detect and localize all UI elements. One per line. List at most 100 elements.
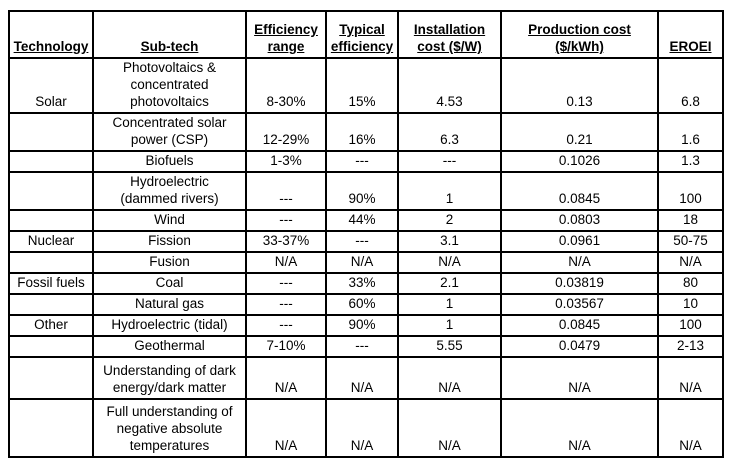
cell-production-cost: 0.03567 <box>500 293 659 316</box>
cell-technology <box>8 150 94 173</box>
table-row: Fusion N/A N/A N/A N/A N/A <box>8 251 724 274</box>
cell-production-cost: N/A <box>500 251 659 274</box>
cell-installation-cost: 2 <box>397 209 502 232</box>
table-row: Geothermal 7-10% --- 5.55 0.0479 2-13 <box>8 335 724 358</box>
cell-typical-efficiency: 60% <box>325 293 399 316</box>
cell-subtech: Geothermal <box>92 335 247 358</box>
table-row: Hydroelectric (dammed rivers) --- 90% 1 … <box>8 171 724 211</box>
cell-installation-cost: 1 <box>397 171 502 211</box>
cell-efficiency-range: --- <box>245 293 327 316</box>
cell-eroei: 1.3 <box>657 150 724 173</box>
cell-eroei: 100 <box>657 314 724 337</box>
cell-technology <box>8 335 94 358</box>
cell-typical-efficiency: 90% <box>325 314 399 337</box>
cell-production-cost: 0.03819 <box>500 272 659 295</box>
cell-installation-cost: 1 <box>397 314 502 337</box>
cell-subtech: Hydroelectric (tidal) <box>92 314 247 337</box>
cell-production-cost: 0.13 <box>500 57 659 114</box>
cell-efficiency-range: N/A <box>245 356 327 400</box>
cell-eroei: 10 <box>657 293 724 316</box>
table-row: Solar Photovoltaics & concentrated photo… <box>8 57 724 114</box>
cell-technology: Fossil fuels <box>8 272 94 295</box>
header-eroei: EROEI <box>657 10 724 59</box>
cell-eroei: 2-13 <box>657 335 724 358</box>
cell-efficiency-range: --- <box>245 314 327 337</box>
cell-installation-cost: N/A <box>397 398 502 458</box>
cell-typical-efficiency: N/A <box>325 398 399 458</box>
cell-efficiency-range: 33-37% <box>245 230 327 253</box>
cell-installation-cost: 2.1 <box>397 272 502 295</box>
cell-installation-cost: --- <box>397 150 502 173</box>
cell-subtech: Natural gas <box>92 293 247 316</box>
cell-typical-efficiency: --- <box>325 335 399 358</box>
cell-eroei: 50-75 <box>657 230 724 253</box>
cell-efficiency-range: --- <box>245 171 327 211</box>
cell-typical-efficiency: --- <box>325 150 399 173</box>
cell-technology: Nuclear <box>8 230 94 253</box>
table-header-row: Technology Sub-tech Efficiency range Typ… <box>8 10 724 59</box>
cell-installation-cost: 4.53 <box>397 57 502 114</box>
cell-technology <box>8 209 94 232</box>
cell-subtech: Full understanding of negative absolute … <box>92 398 247 458</box>
cell-efficiency-range: --- <box>245 209 327 232</box>
cell-eroei: 100 <box>657 171 724 211</box>
cell-subtech: Concentrated solar power (CSP) <box>92 112 247 152</box>
cell-efficiency-range: N/A <box>245 251 327 274</box>
table-row: Natural gas --- 60% 1 0.03567 10 <box>8 293 724 316</box>
cell-subtech: Wind <box>92 209 247 232</box>
cell-typical-efficiency: 44% <box>325 209 399 232</box>
table-row: Full understanding of negative absolute … <box>8 398 724 458</box>
cell-typical-efficiency: N/A <box>325 251 399 274</box>
table-row: Understanding of dark energy/dark matter… <box>8 356 724 400</box>
cell-subtech: Understanding of dark energy/dark matter <box>92 356 247 400</box>
cell-efficiency-range: 8-30% <box>245 57 327 114</box>
cell-efficiency-range: --- <box>245 272 327 295</box>
cell-eroei: 18 <box>657 209 724 232</box>
cell-technology <box>8 356 94 400</box>
cell-subtech: Coal <box>92 272 247 295</box>
cell-subtech: Biofuels <box>92 150 247 173</box>
cell-technology <box>8 112 94 152</box>
energy-technology-table: Technology Sub-tech Efficiency range Typ… <box>8 10 724 458</box>
cell-eroei: N/A <box>657 356 724 400</box>
cell-eroei: 6.8 <box>657 57 724 114</box>
cell-production-cost: N/A <box>500 356 659 400</box>
cell-subtech: Photovoltaics & concentrated photovoltai… <box>92 57 247 114</box>
cell-production-cost: 0.0845 <box>500 314 659 337</box>
table-row: Biofuels 1-3% --- --- 0.1026 1.3 <box>8 150 724 173</box>
cell-typical-efficiency: --- <box>325 230 399 253</box>
cell-technology <box>8 398 94 458</box>
cell-production-cost: 0.1026 <box>500 150 659 173</box>
cell-production-cost: 0.21 <box>500 112 659 152</box>
cell-installation-cost: N/A <box>397 356 502 400</box>
cell-installation-cost: 5.55 <box>397 335 502 358</box>
table-row: Fossil fuels Coal --- 33% 2.1 0.03819 80 <box>8 272 724 295</box>
cell-production-cost: 0.0845 <box>500 171 659 211</box>
cell-technology <box>8 293 94 316</box>
cell-technology <box>8 171 94 211</box>
cell-production-cost: N/A <box>500 398 659 458</box>
header-production-cost: Production cost ($/kWh) <box>500 10 659 59</box>
cell-installation-cost: 3.1 <box>397 230 502 253</box>
cell-eroei: N/A <box>657 398 724 458</box>
cell-technology: Other <box>8 314 94 337</box>
cell-typical-efficiency: 15% <box>325 57 399 114</box>
cell-efficiency-range: 12-29% <box>245 112 327 152</box>
cell-installation-cost: 1 <box>397 293 502 316</box>
cell-subtech: Fusion <box>92 251 247 274</box>
header-installation-cost: Installation cost ($/W) <box>397 10 502 59</box>
cell-efficiency-range: N/A <box>245 398 327 458</box>
cell-subtech: Fission <box>92 230 247 253</box>
cell-efficiency-range: 1-3% <box>245 150 327 173</box>
header-subtech: Sub-tech <box>92 10 247 59</box>
cell-typical-efficiency: 16% <box>325 112 399 152</box>
cell-installation-cost: 6.3 <box>397 112 502 152</box>
table-row: Other Hydroelectric (tidal) --- 90% 1 0.… <box>8 314 724 337</box>
table-row: Concentrated solar power (CSP) 12-29% 16… <box>8 112 724 152</box>
table-row: Nuclear Fission 33-37% --- 3.1 0.0961 50… <box>8 230 724 253</box>
cell-typical-efficiency: 33% <box>325 272 399 295</box>
cell-efficiency-range: 7-10% <box>245 335 327 358</box>
cell-production-cost: 0.0479 <box>500 335 659 358</box>
cell-technology <box>8 251 94 274</box>
